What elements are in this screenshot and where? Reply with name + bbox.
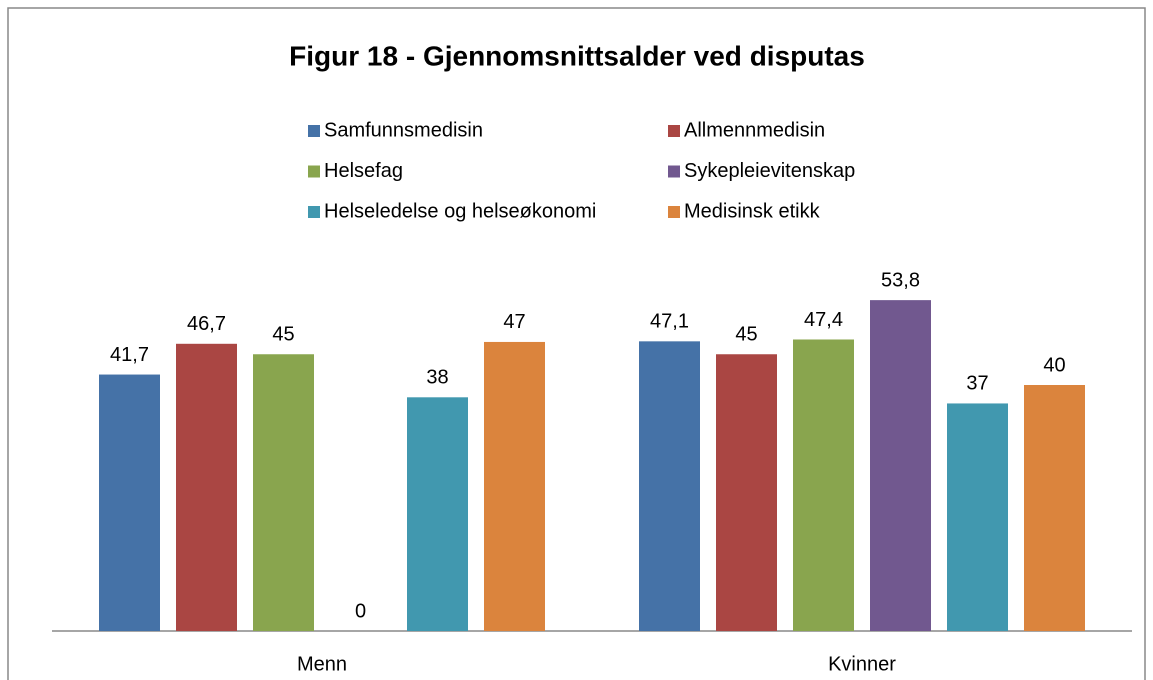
legend-label: Helsefag <box>324 160 403 182</box>
bar <box>176 343 237 631</box>
data-label: 0 <box>355 600 366 622</box>
data-label: 47,1 <box>650 311 689 333</box>
data-label: 37 <box>966 373 988 395</box>
legend-label: Allmennmedisin <box>684 119 825 141</box>
data-label: 47,4 <box>804 309 843 331</box>
bar <box>1024 385 1085 631</box>
data-label: 40 <box>1043 354 1065 376</box>
x-tick-label: Menn <box>297 653 347 675</box>
data-label: 45 <box>272 324 294 346</box>
bar <box>407 397 468 631</box>
bar <box>253 354 314 631</box>
data-label: 41,7 <box>110 344 149 366</box>
data-label: 38 <box>426 367 448 389</box>
legend-swatch <box>668 165 680 178</box>
legend-swatch <box>308 206 320 218</box>
legend-swatch <box>308 125 320 137</box>
bar <box>793 339 854 631</box>
x-tick-label: Kvinner <box>828 653 896 675</box>
bar <box>484 341 545 631</box>
data-label: 47 <box>503 311 525 333</box>
legend-label: Medisinsk etikk <box>684 200 821 222</box>
legend-label: Sykepleievitenskap <box>684 160 855 182</box>
data-label: 53,8 <box>881 269 920 291</box>
legend-label: Samfunnsmedisin <box>324 119 483 141</box>
bar <box>99 374 160 631</box>
bar <box>716 354 777 631</box>
bar <box>870 300 931 631</box>
data-label: 45 <box>735 324 757 346</box>
legend-swatch <box>308 165 320 178</box>
legend-swatch <box>668 206 680 218</box>
legend-swatch <box>668 125 680 137</box>
bar <box>947 403 1008 631</box>
legend-label: Helseledelse og helseøkonomi <box>324 200 596 222</box>
chart-title: Figur 18 - Gjennomsnittsalder ved disput… <box>289 40 865 71</box>
data-label: 46,7 <box>187 313 226 335</box>
bar <box>639 341 700 631</box>
